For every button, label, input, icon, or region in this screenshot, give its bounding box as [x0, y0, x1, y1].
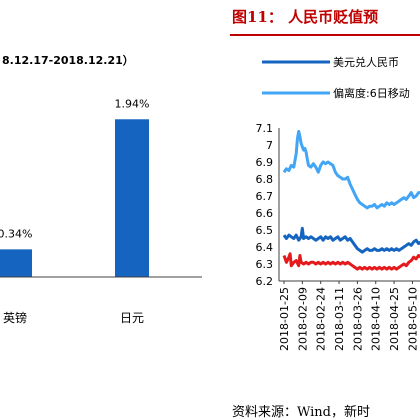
y-tick-label: 6.5: [256, 224, 274, 237]
y-tick-label: 6.2: [256, 275, 274, 288]
x-tick-label: 2018-01-25: [278, 287, 291, 351]
y-tick-label: 6.6: [256, 207, 274, 220]
source-note: 资料来源：Wind，新时: [232, 404, 370, 420]
y-axis-tick-labels: 6.2 6.3 6.4 6.5 6.6 6.7 6.8 6.9 7 7.1: [256, 122, 274, 288]
bar-category-label: 日元: [120, 311, 144, 325]
y-tick-label: 6.4: [256, 241, 274, 254]
bar-category-label: 英镑: [3, 310, 27, 325]
x-tick-label: 2018-03-11: [333, 287, 346, 351]
bar-0: [0, 249, 32, 277]
bar-value-label: 1.94%: [115, 97, 150, 110]
y-tick-label: 6.8: [256, 173, 274, 186]
right-line-chart-panel: 图11： 人民币贬值预 美元兑人民币 偏离度:6日移动 6.2 6.3 6.4 6.5…: [230, 8, 420, 420]
x-tick-label: 2018-02-09: [296, 287, 309, 351]
left-bar-chart-panel: 8.12.17-2018.12.21） 0.34% 1.94% 英镑 日元: [0, 54, 202, 325]
x-tick-label: 2018-05-10: [406, 287, 419, 351]
bar-value-label: 0.34%: [0, 227, 32, 240]
y-tick-label: 7.1: [256, 122, 274, 135]
y-tick-label: 6.3: [256, 258, 274, 271]
series-usd-cny-line: [282, 226, 420, 254]
series-red-line: [282, 252, 420, 271]
y-tick-label: 6.9: [256, 156, 274, 169]
x-tick-label: 2018-03-26: [351, 287, 364, 351]
bar-1: [115, 119, 149, 277]
series-lines: [282, 129, 420, 271]
bar-category-labels: 英镑 日元: [3, 310, 144, 325]
y-tick-label: 6.7: [256, 190, 274, 203]
x-tick-label: 2018-02-24: [315, 287, 328, 351]
x-tick-label: 2018-04-10: [370, 287, 383, 351]
right-figure-title: 图11： 人民币贬值预: [232, 8, 378, 26]
left-subtitle-fragment: 8.12.17-2018.12.21）: [2, 54, 134, 67]
x-tick-label: 2018-04-25: [388, 287, 401, 351]
y-tick-label: 7: [266, 139, 273, 152]
legend-label-usd-cny: 美元兑人民币: [333, 55, 399, 69]
series-deviation-line: [282, 129, 420, 210]
x-axis-tick-labels: 2018-01-25 2018-02-09 2018-02-24 2018-03-11…: [278, 281, 419, 351]
legend-label-deviation: 偏离度:6日移动: [333, 86, 410, 100]
bar-group: 0.34% 1.94%: [0, 97, 149, 277]
